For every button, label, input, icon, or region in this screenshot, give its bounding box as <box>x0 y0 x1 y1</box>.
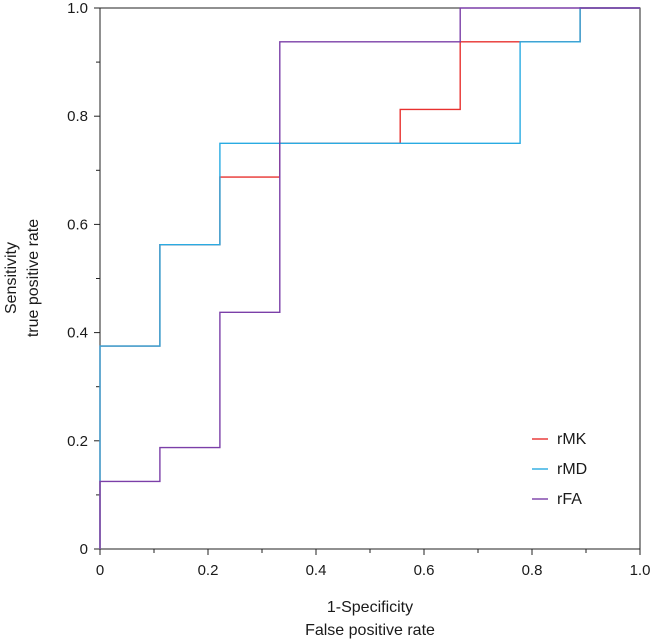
x-tick-label: 1.0 <box>630 562 651 579</box>
x-axis-title-line1: 1-Specificity <box>327 599 413 616</box>
x-tick-label: 0.6 <box>414 562 435 579</box>
y-tick-label: 0 <box>80 541 88 558</box>
y-tick-label: 0.4 <box>67 325 88 342</box>
y-tick-label: 0.2 <box>67 433 88 450</box>
x-tick-label: 0.2 <box>198 562 219 579</box>
legend-label-rmk: rMK <box>557 431 587 448</box>
x-axis: 0 0.2 0.4 0.6 0.8 1.0 <box>96 549 651 579</box>
series-rmd-line <box>99 7 640 549</box>
x-tick-label: 0.4 <box>306 562 327 579</box>
y-axis: 0 0.2 0.4 0.6 0.8 1.0 <box>67 0 100 558</box>
series-layer <box>99 7 640 549</box>
y-axis-title-line2: true positive rate <box>25 219 42 337</box>
y-tick-label: 0.8 <box>67 108 88 125</box>
x-tick-label: 0 <box>96 562 104 579</box>
x-axis-title-line2: False positive rate <box>305 622 435 639</box>
series-rfa-line <box>99 7 640 549</box>
legend-label-rmd: rMD <box>557 461 587 478</box>
legend: rMK rMD rFA <box>532 431 587 508</box>
y-tick-label: 0.6 <box>67 216 88 233</box>
legend-label-rfa: rFA <box>557 491 582 508</box>
x-tick-label: 0.8 <box>522 562 543 579</box>
y-tick-label: 1.0 <box>67 0 88 17</box>
y-axis-title-line1: Sensitivity <box>3 242 20 314</box>
